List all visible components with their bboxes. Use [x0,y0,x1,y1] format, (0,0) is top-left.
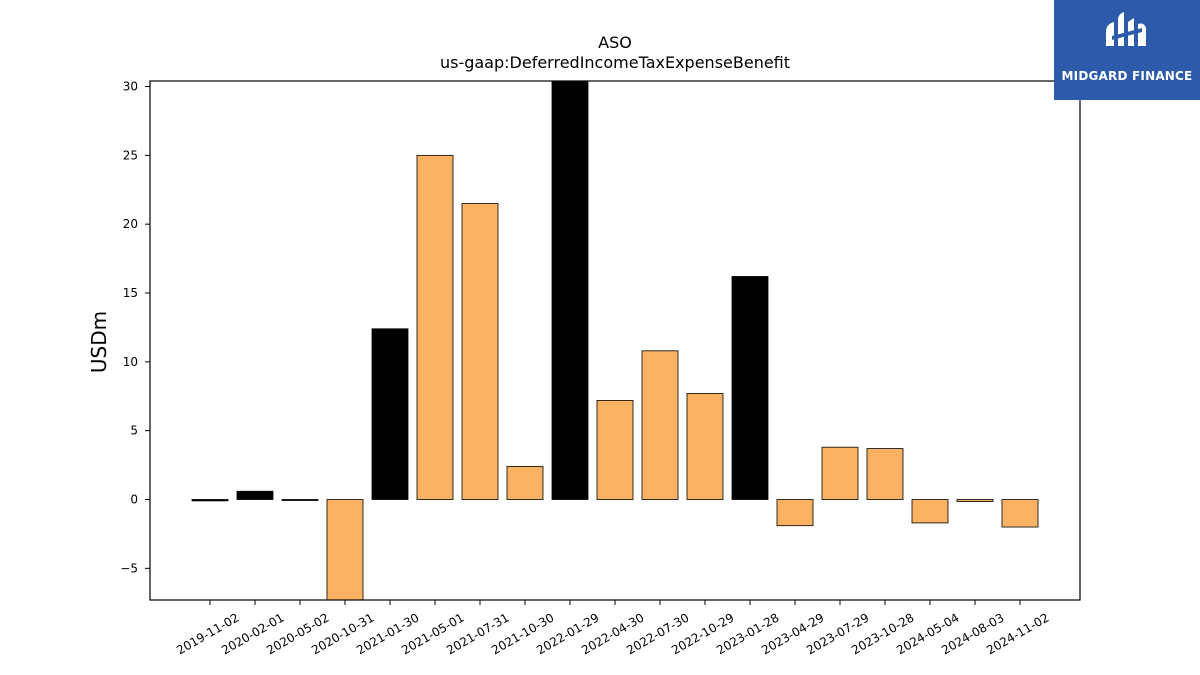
brand-name: MIDGARD FINANCE [1061,69,1193,83]
bar-2021-05-01 [416,154,454,500]
y-axis: −5 0 5 10 15 20 25 30 [120,80,150,575]
bar-2023-01-28 [731,276,769,500]
bar-2024-11-02 [1001,499,1039,528]
y-tick-label: −5 [120,561,138,575]
y-tick-label: 20 [123,217,138,231]
y-tick-label: 15 [123,286,138,300]
y-tick-label: 5 [130,424,138,438]
bar-2019-11-02 [191,499,229,502]
y-axis-label: USDm [87,311,111,373]
y-tick-label: 30 [123,80,138,94]
bar-2020-10-31 [326,499,364,601]
bar-2023-07-29 [821,446,859,500]
bar-2020-05-02 [281,499,319,501]
bar-2023-04-29 [776,499,814,527]
plot-frame [149,80,1081,601]
bar-2022-07-30 [641,350,679,500]
bar-2021-01-30 [371,328,409,500]
chart-title: ASO [598,33,632,52]
bar-2024-08-03 [956,499,994,502]
brand-logo: MIDGARD FINANCE [1054,0,1200,100]
bars-layer [191,80,1039,601]
y-tick-label: 0 [130,493,138,507]
bar-2022-04-30 [596,399,634,500]
bar-2021-10-30 [506,466,544,500]
bar-2024-05-04 [911,499,949,524]
chart-subtitle: us-gaap:DeferredIncomeTaxExpenseBenefit [440,53,790,72]
y-tick-label: 25 [123,148,138,162]
bar-2020-02-01 [236,490,274,500]
bar-2021-07-31 [461,203,499,500]
midgard-logo-icon [1106,12,1146,46]
bar-2022-01-29 [551,80,589,500]
y-tick-label: 10 [123,355,138,369]
x-axis: 2019-11-022020-02-012020-05-022020-10-31… [174,600,1052,657]
bar-2022-10-29 [686,393,724,500]
bar-2023-10-28 [866,448,904,500]
